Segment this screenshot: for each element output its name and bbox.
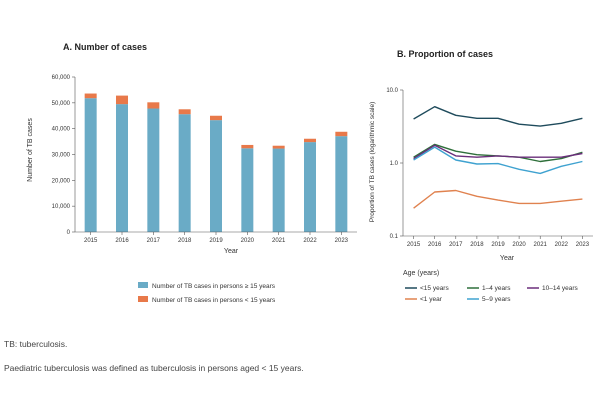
x-tick-label: 2017 (147, 238, 161, 244)
line-chart-axes: 0.1 1.0 10.0 2015 2016 2017 2018 2019 2020 2021 20… (386, 88, 593, 248)
x-tick-label: 2020 (512, 242, 526, 248)
y-tick-label: 20,000 (52, 178, 71, 184)
x-tick-label: 2016 (428, 242, 442, 248)
bar-adult (335, 136, 348, 232)
bar-child (116, 95, 128, 105)
x-tick-label: 2018 (178, 238, 192, 244)
legend-1-4-label: 1–4 years (482, 285, 511, 292)
bar-child (304, 138, 316, 143)
x-tick-label: 2023 (335, 238, 349, 244)
legend-lt1-label: <1 year (420, 296, 443, 303)
x-tick-label: 2016 (115, 238, 129, 244)
bar-adult (241, 148, 254, 232)
y-tick-label: 0 (67, 230, 71, 236)
y-tick-label: 30,000 (52, 153, 71, 159)
series-line-lt15 (413, 105, 583, 127)
bar-adult (147, 108, 160, 232)
bar-group (84, 93, 348, 232)
series-line-lt1 (413, 189, 583, 209)
legend-title: Age (years) (403, 270, 439, 277)
x-tick-label: 2023 (576, 242, 590, 248)
line-group (413, 105, 583, 209)
footnote-definition: Paediatric tuberculosis was defined as t… (4, 363, 304, 373)
series-line-5-9 (413, 146, 583, 175)
x-tick-label: 2020 (241, 238, 255, 244)
y-tick-label: 40,000 (52, 127, 71, 133)
legend-swatch-child (138, 296, 148, 302)
bar-adult (84, 98, 97, 232)
footnote-abbreviation: TB: tuberculosis. (4, 339, 68, 349)
x-tick-label: 2019 (491, 242, 505, 248)
bar-child (241, 144, 254, 149)
bar-child (335, 131, 348, 137)
bar-adult (116, 104, 128, 232)
bar-adult (272, 148, 285, 232)
y-tick-label: 1.0 (390, 161, 399, 167)
line-chart-ylabel: Proportion of TB cases (logarithmic scal… (369, 102, 376, 223)
legend-5-9-label: 5–9 years (482, 296, 511, 303)
bar-chart-panel: A. Number of cases Number of TB cases Ye… (27, 42, 357, 304)
line-chart-legend: Age (years) <15 years 1–4 years 10–14 year… (403, 270, 579, 303)
x-tick-label: 2015 (84, 238, 98, 244)
line-chart-panel: B. Proportion of cases Proportion of TB … (369, 49, 593, 303)
legend-label-adult: Number of TB cases in persons ≥ 15 years (152, 283, 276, 290)
series-line-10-14 (413, 144, 583, 160)
bar-adult (304, 142, 316, 232)
x-tick-label: 2017 (449, 242, 463, 248)
bar-chart-legend: Number of TB cases in persons ≥ 15 years… (138, 282, 276, 304)
bar-adult (178, 114, 191, 232)
x-tick-label: 2022 (555, 242, 569, 248)
y-tick-label: 10.0 (386, 88, 398, 94)
y-tick-label: 60,000 (52, 75, 71, 81)
bar-adult (210, 120, 222, 232)
legend-swatch-adult (138, 282, 148, 288)
bar-chart-xlabel: Year (224, 248, 239, 255)
y-tick-label: 10,000 (52, 204, 71, 210)
y-tick-label: 0.1 (390, 234, 399, 240)
x-tick-label: 2018 (470, 242, 484, 248)
line-chart-xlabel: Year (500, 255, 515, 262)
legend-lt15-label: <15 years (420, 285, 449, 292)
x-tick-label: 2015 (407, 242, 421, 248)
legend-10-14-label: 10–14 years (542, 285, 579, 292)
legend-label-child: Number of TB cases in persons < 15 years (152, 297, 276, 304)
y-tick-label: 50,000 (52, 101, 71, 107)
x-tick-label: 2021 (534, 242, 548, 248)
bar-child (272, 145, 285, 149)
x-tick-label: 2019 (209, 238, 223, 244)
x-tick-label: 2022 (303, 238, 317, 244)
line-chart-title: B. Proportion of cases (397, 49, 493, 59)
bar-chart-title: A. Number of cases (63, 42, 147, 52)
x-tick-label: 2021 (272, 238, 286, 244)
bar-child (84, 93, 97, 99)
bar-child (147, 102, 160, 109)
bar-child (210, 115, 222, 121)
bar-chart-axes: 0 10,000 20,000 30,000 40,000 50,000 60,000 201… (52, 75, 357, 244)
bar-child (178, 109, 191, 115)
bar-chart-ylabel: Number of TB cases (27, 118, 34, 182)
